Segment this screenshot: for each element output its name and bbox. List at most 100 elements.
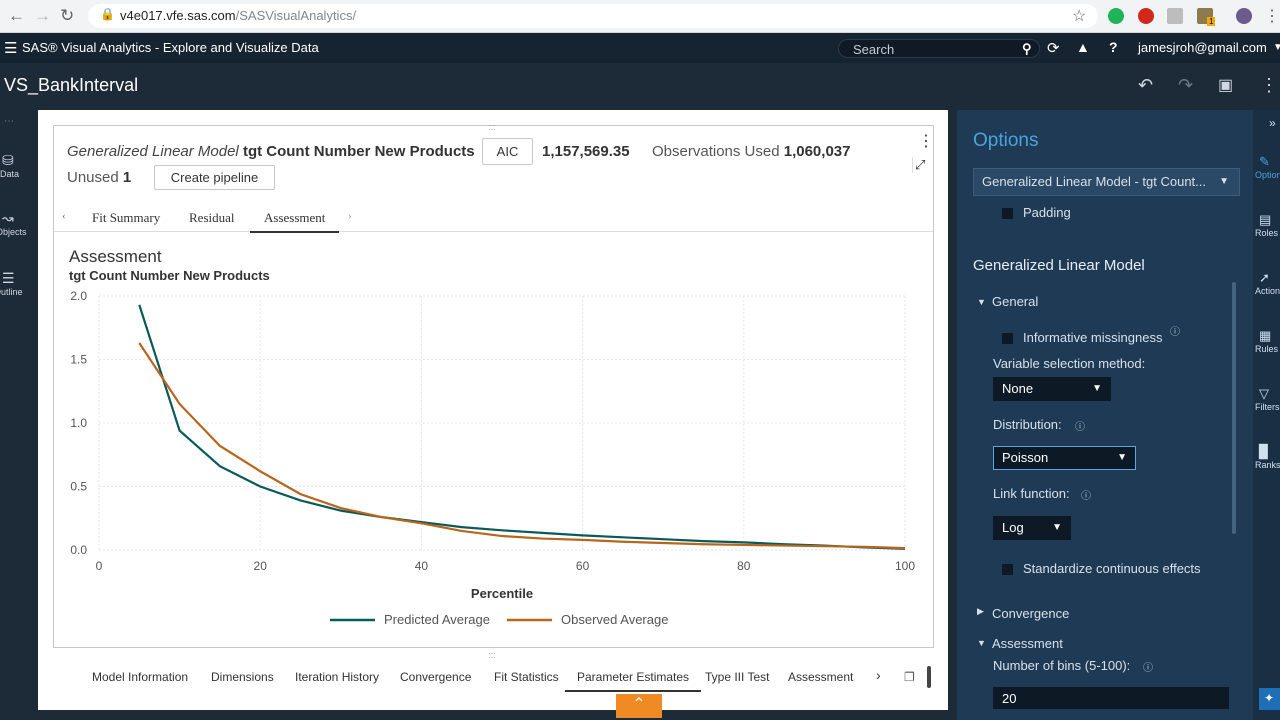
distribution-value: Poisson: [1002, 450, 1049, 465]
object-select-value: Generalized Linear Model - tgt Count...: [982, 174, 1207, 189]
object-select[interactable]: Generalized Linear Model - tgt Count... ▼: [973, 168, 1240, 196]
distribution-select[interactable]: Poisson ▼: [993, 446, 1136, 470]
save-icon[interactable]: ▣: [1218, 77, 1234, 94]
standardize-checkbox[interactable]: [1002, 564, 1013, 575]
details-scrollbar[interactable]: [927, 666, 931, 688]
document-icon[interactable]: [1167, 8, 1183, 24]
options-scrollbar[interactable]: [1232, 282, 1236, 534]
padding-label: Padding: [1023, 205, 1071, 220]
variable-selection-value: None: [1002, 381, 1034, 396]
user-chevron-icon[interactable]: ▼: [1273, 42, 1280, 53]
expand-details-button[interactable]: ⌃: [616, 694, 662, 718]
report-canvas: ::: Generalized Linear Model tgt Count N…: [38, 110, 948, 710]
pin-button[interactable]: ✦: [1259, 688, 1280, 710]
opera-icon[interactable]: [1138, 8, 1154, 24]
tab-scroll-left-icon[interactable]: ‹: [62, 210, 66, 222]
section-title: Generalized Linear Model: [973, 257, 1145, 274]
informative-missingness-checkbox[interactable]: [1002, 333, 1013, 344]
options-panel: Options Generalized Linear Model - tgt C…: [957, 110, 1253, 720]
tab-assessment[interactable]: Assessment: [250, 210, 340, 233]
legend-label: Predicted Average: [384, 612, 490, 627]
help-icon[interactable]: ⓘ: [1081, 491, 1091, 502]
app-title: SAS® Visual Analytics - Explore and Visu…: [22, 40, 319, 55]
variable-selection-select[interactable]: None ▼: [993, 377, 1111, 401]
general-expand-icon[interactable]: ▼: [977, 297, 986, 307]
tab-residual[interactable]: Residual: [189, 210, 235, 225]
undo-icon[interactable]: ↶: [1138, 75, 1154, 95]
recent-icon[interactable]: ⟳: [1047, 40, 1060, 57]
rail-item-filters[interactable]: ▽ Filters: [1255, 386, 1280, 412]
rail-item-options[interactable]: ✎Options: [1255, 154, 1280, 180]
assessment-expand-icon[interactable]: ▼: [977, 638, 986, 648]
details-drag-handle[interactable]: :::: [488, 650, 496, 660]
address-bar[interactable]: 🔒 v4e017.vfe.sas.com/SASVisualAnalytics/…: [88, 4, 1098, 28]
btab-parameter-estimates[interactable]: Parameter Estimates: [565, 670, 702, 692]
popout-icon[interactable]: ❐: [904, 670, 915, 684]
browser-menu-icon[interactable]: ⋮: [1264, 8, 1280, 25]
padding-checkbox[interactable]: [1002, 208, 1013, 219]
report-menu-icon[interactable]: ⋮: [1260, 75, 1278, 95]
btab-convergence[interactable]: Convergence: [400, 670, 472, 684]
create-pipeline-button[interactable]: Create pipeline: [154, 165, 275, 190]
convergence-label[interactable]: Convergence: [992, 606, 1070, 621]
x-tick-label: 100: [895, 559, 915, 573]
model-title: Generalized Linear Model tgt Count Numbe…: [67, 143, 475, 160]
x-tick-label: 40: [415, 559, 429, 573]
tab-fit-summary[interactable]: Fit Summary: [92, 210, 161, 225]
model-tabs: ‹ Fit Summary Residual Assessment ›: [54, 204, 933, 233]
rail-label-outline: Outline: [0, 287, 23, 297]
card-menu-icon[interactable]: ⋮: [918, 133, 934, 150]
card-drag-handle[interactable]: :::: [488, 122, 496, 132]
bookmark-star-icon[interactable]: ☆: [1072, 8, 1087, 25]
redo-icon[interactable]: ↷: [1178, 75, 1194, 95]
rail-item-roles[interactable]: ▤ Roles: [1255, 212, 1278, 238]
tab-scroll-right-icon[interactable]: ›: [348, 210, 352, 222]
y-tick-label: 1.5: [70, 353, 87, 367]
help-icon[interactable]: ⓘ: [1143, 663, 1153, 674]
rail-label-filters: Filters: [1255, 402, 1280, 412]
forward-icon[interactable]: →: [34, 6, 51, 25]
btab-assessment[interactable]: Assessment: [788, 670, 854, 684]
search-icon[interactable]: ⚲: [1022, 41, 1032, 56]
roles-icon: ▤: [1259, 212, 1272, 227]
search-input[interactable]: Search ⚲: [838, 39, 1040, 58]
reload-icon[interactable]: ↻: [60, 6, 75, 25]
btab-dimensions[interactable]: Dimensions: [211, 670, 274, 684]
rail-label-data: Data: [0, 169, 20, 179]
maximize-icon[interactable]: ⤢: [912, 157, 925, 173]
btab-scroll-right-icon[interactable]: ›: [876, 667, 881, 683]
help-icon[interactable]: ⓘ: [1075, 422, 1085, 433]
rail-grip-icon[interactable]: ⋯: [4, 116, 14, 127]
rail-item-ranks[interactable]: ▉ Ranks: [1255, 444, 1280, 470]
btab-fit-statistics[interactable]: Fit Statistics: [494, 670, 559, 684]
back-icon[interactable]: ←: [8, 6, 25, 25]
help-icon[interactable]: ?: [1109, 39, 1118, 55]
report-name[interactable]: VS_BankInterval: [4, 75, 139, 95]
btab-iteration-history[interactable]: Iteration History: [295, 670, 380, 684]
unused-count: Unused 1: [67, 169, 132, 186]
rail-item-rules[interactable]: ▦ Rules: [1255, 328, 1278, 354]
user-menu[interactable]: jamesjroh@gmail.com: [1138, 40, 1267, 55]
profile-avatar[interactable]: [1236, 8, 1252, 24]
bins-input[interactable]: 20: [993, 687, 1229, 709]
notifications-icon[interactable]: ▲: [1076, 39, 1090, 55]
grammarly-icon[interactable]: [1108, 8, 1124, 24]
x-tick-label: 20: [254, 559, 268, 573]
rail-item-data[interactable]: ⛁ Data: [0, 152, 38, 179]
general-label[interactable]: General: [992, 294, 1039, 309]
help-icon[interactable]: ⓘ: [1170, 327, 1180, 338]
assessment-label[interactable]: Assessment: [992, 636, 1063, 651]
btab-type-iii-test[interactable]: Type III Test: [705, 670, 770, 684]
informative-missingness-label: Informative missingness: [1023, 330, 1163, 345]
btab-model-information[interactable]: Model Information: [92, 670, 189, 684]
rail-item-actions[interactable]: ➚Actions: [1255, 270, 1280, 296]
aic-button[interactable]: AIC: [482, 138, 533, 165]
rail-item-objects[interactable]: ↝ Objects: [0, 210, 34, 237]
collapse-panel-icon[interactable]: »: [1269, 116, 1276, 130]
rail-item-outline[interactable]: ☰ Outline: [0, 270, 32, 297]
link-function-select[interactable]: Log ▼: [993, 516, 1071, 540]
options-title: Options: [973, 130, 1039, 151]
link-function-value: Log: [1002, 520, 1024, 535]
hamburger-menu-icon[interactable]: ☰: [4, 40, 18, 57]
convergence-expand-icon[interactable]: ▶: [977, 606, 984, 616]
